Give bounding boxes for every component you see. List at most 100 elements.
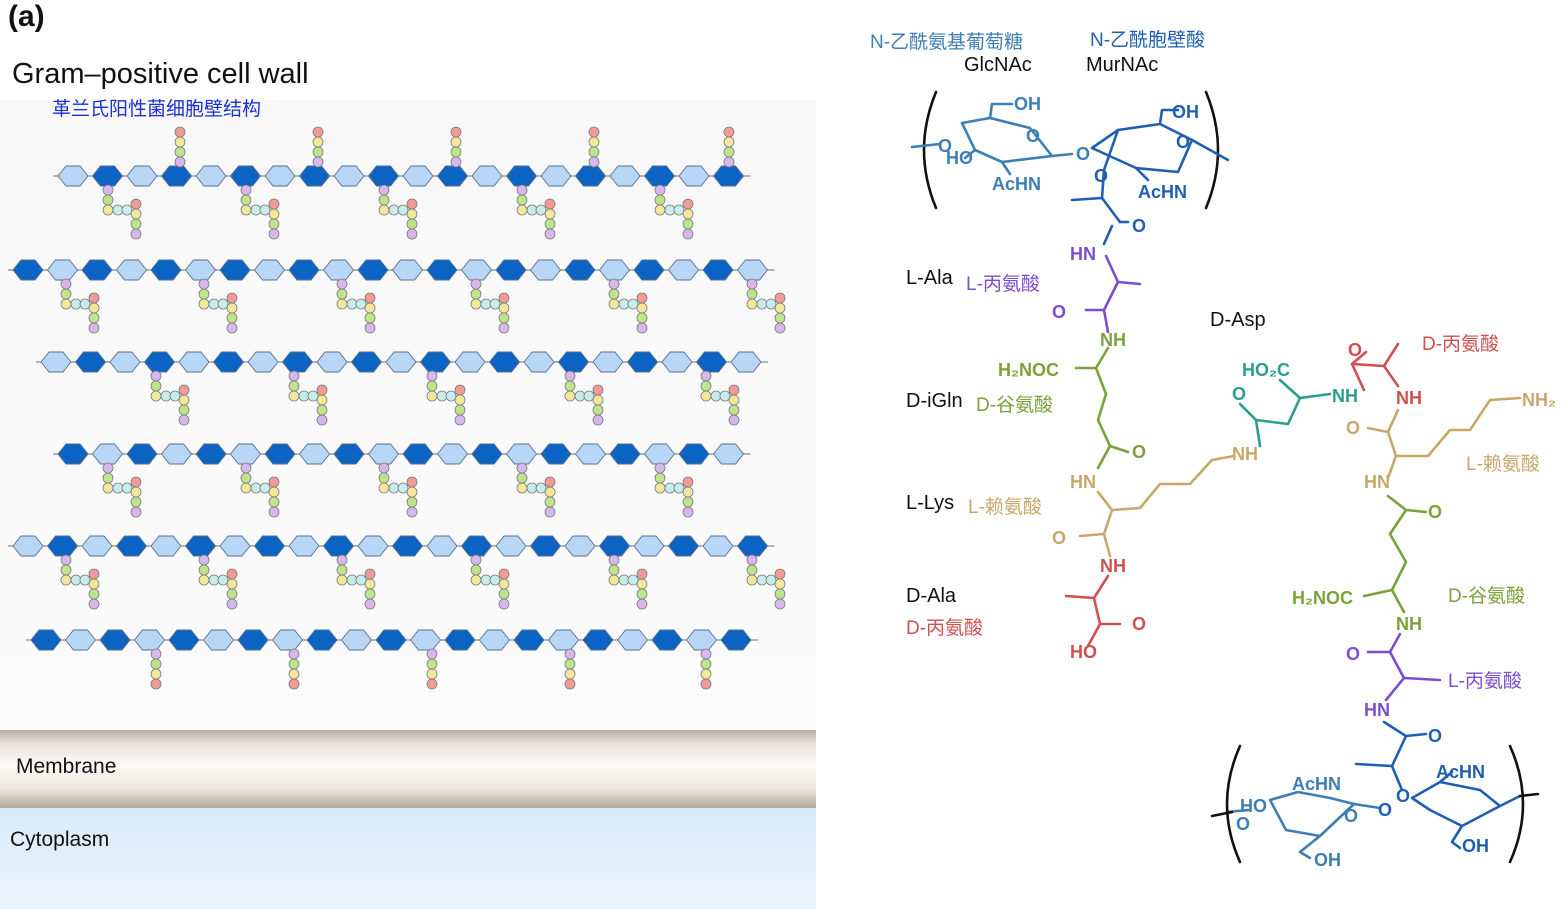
murnac-en-label: MurNAc	[1086, 54, 1159, 76]
glcnac-hexagon	[46, 259, 79, 281]
peptide-bead	[169, 390, 181, 402]
membrane-band	[0, 730, 816, 808]
glcnac-o-label: O	[938, 136, 952, 156]
murnac-o-label: O	[1094, 166, 1108, 186]
dasp-en-label: D-Asp	[1210, 309, 1266, 331]
peptide-bead	[130, 506, 142, 518]
glcnac-hexagon	[471, 165, 503, 187]
glcnac-hexagon	[685, 629, 718, 651]
rmur-ring-o-label: O	[1378, 800, 1392, 820]
murnac-hexagon	[720, 629, 752, 651]
peptide-bead	[364, 322, 376, 334]
glcnac-hexagon	[160, 443, 193, 465]
peptide-bead	[636, 598, 648, 610]
rglc-achn-label: AcHN	[1292, 774, 1341, 794]
glcnac-hexagon	[178, 351, 210, 373]
glcnac-hexagon	[340, 629, 373, 651]
panel-label: (a)	[8, 0, 45, 33]
lala-o-label: O	[1052, 302, 1066, 322]
glcnac-hexagon	[547, 629, 580, 651]
murnac-hexagon	[195, 443, 227, 465]
peptide-bead	[406, 228, 418, 240]
rmur-o-label: O	[1428, 726, 1442, 746]
peptide-bead	[498, 322, 510, 334]
peptide-bead	[259, 482, 271, 494]
peptide-bead	[583, 390, 595, 402]
peptide-bead	[178, 414, 190, 426]
rlys-zh-label: L-赖氨酸	[1466, 454, 1540, 475]
murnac-hexagon	[184, 535, 217, 557]
glcnac-hexagon	[202, 629, 235, 651]
murnac-hexagon	[529, 535, 562, 557]
murnac-hexagon	[678, 443, 710, 465]
glcnac-hexagon	[643, 443, 676, 465]
peptide-bead	[312, 126, 324, 138]
peptide-bead	[535, 204, 547, 216]
peptidoglycan-lattice	[8, 126, 786, 690]
peptide-bead	[226, 322, 238, 334]
cytoplasm-label: Cytoplasm	[10, 828, 110, 851]
glcnac-hexagon	[288, 535, 320, 557]
rdala-nh-label: NH	[1396, 388, 1422, 408]
glcnac-hexagon	[391, 259, 424, 281]
glcnac-hexagon	[264, 165, 296, 187]
glcnac-hexagon	[109, 351, 141, 373]
peptide-bead	[268, 506, 280, 518]
peptide-bead	[454, 414, 466, 426]
glcnac-zh-label: N-乙酰氨基葡萄糖	[870, 32, 1024, 53]
peptide-bead	[489, 574, 501, 586]
murnac-hexagon	[237, 629, 269, 651]
peptide-bead	[774, 598, 786, 610]
glcnac-hexagon	[271, 629, 304, 651]
murnac-hexagon	[643, 165, 676, 187]
murnac-hexagon	[391, 535, 424, 557]
murnac-hexagon	[322, 535, 355, 557]
dala-o-label: O	[1132, 614, 1146, 634]
peptide-bead	[627, 298, 639, 310]
murnac-hexagon	[288, 259, 320, 281]
peptide-bead	[450, 126, 462, 138]
glcnac-hexagon	[478, 629, 511, 651]
glcnac-hexagon	[574, 443, 607, 465]
glcnac-hexagon	[730, 351, 762, 373]
murnac-carbonyl-o-label: O	[1132, 216, 1146, 236]
glcnac-hexagon	[592, 351, 624, 373]
peptide-bead	[226, 598, 238, 610]
rmur-oh-label: OH	[1462, 836, 1489, 856]
lala-zh-label: L-丙氨酸	[966, 274, 1040, 295]
glcnac-hexagon	[184, 259, 217, 281]
glcnac-hexagon	[150, 535, 182, 557]
glcnac-hexagon	[712, 443, 745, 465]
murnac-hexagon	[712, 165, 745, 187]
murnac-hexagon	[564, 259, 596, 281]
lys-nh-sidechain-label: NH	[1232, 444, 1258, 464]
murnac-hexagon	[426, 259, 458, 281]
murnac-hexagon	[264, 443, 296, 465]
murnac-hexagon	[74, 351, 107, 373]
glyco-o-label: O	[1076, 144, 1090, 164]
peptide-bead	[364, 598, 376, 610]
peptide-bead	[682, 228, 694, 240]
peptide-bead	[544, 506, 556, 518]
dala-ho-label: HO	[1070, 642, 1097, 662]
murnac-hexagon	[582, 629, 614, 651]
murnac-hexagon	[513, 629, 545, 651]
glcnac-en-label: GlcNAc	[964, 54, 1032, 76]
murnac-achn-label: AcHN	[1138, 182, 1187, 202]
glcnac-hexagon	[40, 351, 72, 373]
murnac-hexagon	[357, 259, 389, 281]
glcnac-hexagon	[736, 259, 769, 281]
murnac-hexagon	[91, 165, 124, 187]
glcnac-hexagon	[12, 535, 44, 557]
murnac-hexagon	[30, 629, 62, 651]
rglc-ho-label: HO	[1240, 796, 1267, 816]
peptide-bead	[765, 298, 777, 310]
glcnac-hexagon	[523, 351, 555, 373]
glcnac-hexagon	[115, 259, 148, 281]
murnac-hexagon	[150, 259, 182, 281]
murnac-hexagon	[609, 443, 641, 465]
murnac-hexagon	[115, 535, 148, 557]
murnac-ring-o-label: O	[1176, 132, 1190, 152]
llys-en-label: L-Lys	[906, 492, 955, 514]
peptide-bead	[355, 574, 367, 586]
